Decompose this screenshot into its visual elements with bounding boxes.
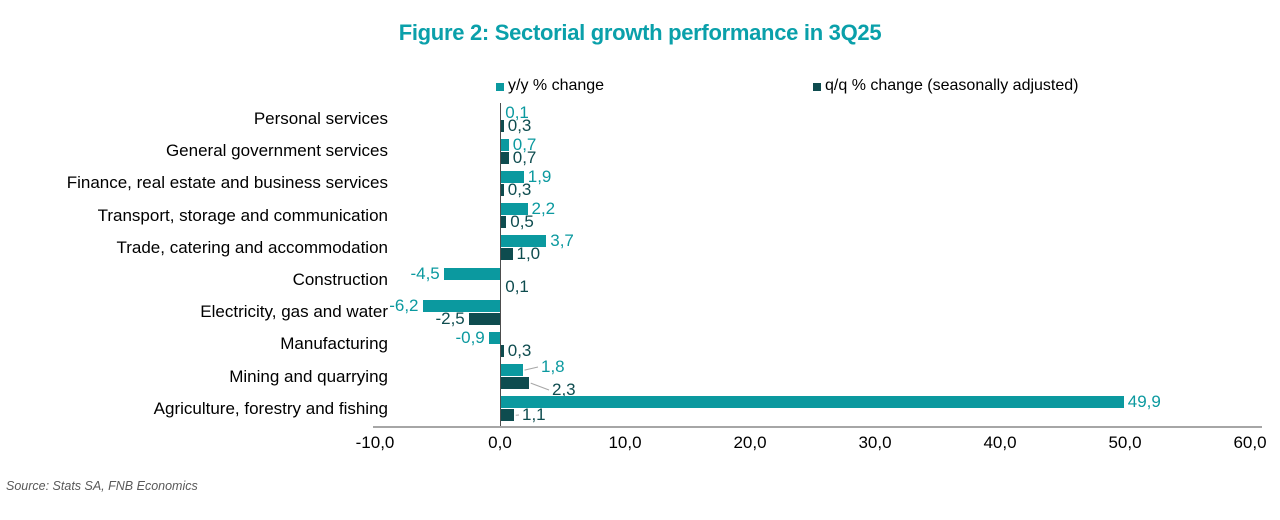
value-label: 0,3 [507, 179, 532, 199]
x-axis-tick-label: -10,0 [355, 433, 395, 452]
x-axis-tick-label: 0,0 [488, 433, 512, 452]
value-label: 2,3 [552, 380, 576, 399]
chart-title: Figure 2: Sectorial growth performance i… [398, 20, 882, 45]
bar-yy [488, 331, 500, 344]
leader-line [524, 366, 539, 371]
category-label: Finance, real estate and business servic… [66, 173, 388, 193]
legend-label-qq: q/q % change (seasonally adjusted) [825, 77, 1079, 94]
value-label: 0,1 [505, 102, 529, 122]
x-axis-tick-label: 50,0 [1108, 433, 1142, 452]
value-label: 0,5 [510, 212, 534, 232]
x-axis-tick-label: 20,0 [733, 433, 767, 452]
leader-line [530, 382, 550, 391]
value-label: 0,3 [507, 115, 532, 135]
bar-yy [500, 203, 528, 216]
category-label: Transport, storage and communication [97, 205, 388, 225]
value-label: 0,3 [507, 340, 532, 360]
x-axis-tick-label: 30,0 [858, 433, 892, 452]
x-axis-tick-label: 10,0 [608, 433, 642, 452]
bar-qq [500, 377, 529, 390]
category-label: Construction [292, 270, 388, 289]
zero-baseline [500, 103, 501, 426]
value-label: 3,7 [550, 231, 574, 251]
value-label: -0,9 [455, 327, 485, 347]
value-label: 1,1 [522, 405, 546, 424]
legend-item-qq: q/q % change (seasonally adjusted) [813, 77, 1079, 95]
bar-yy [443, 267, 500, 280]
legend-label-yy: y/y % change [508, 77, 605, 94]
value-label: -4,5 [410, 263, 440, 283]
bar-yy [422, 299, 500, 312]
bar-qq [500, 151, 509, 164]
value-label: 49,9 [1127, 392, 1161, 412]
bar-yy [500, 235, 547, 248]
source-note: Source: Stats SA, FNB Economics [6, 479, 198, 493]
category-label: Manufacturing [280, 334, 388, 354]
x-axis-tick-label: 60,0 [1233, 433, 1267, 452]
bar-yy [500, 170, 524, 183]
value-label: 0,1 [505, 276, 529, 296]
bar-qq [468, 312, 500, 325]
x-axis-tick-label: 40,0 [983, 433, 1017, 452]
value-label: 1,0 [516, 244, 541, 264]
value-label: -2,5 [435, 308, 465, 328]
value-label: 1,9 [527, 166, 552, 186]
legend-swatch-qq-icon [813, 82, 821, 91]
value-label: -6,2 [389, 295, 419, 315]
bar-qq [500, 216, 507, 229]
value-label: 1,8 [541, 357, 565, 376]
category-label: Mining and quarrying [229, 366, 388, 386]
category-label: General government services [165, 141, 388, 161]
category-label: Trade, catering and accommodation [116, 237, 388, 257]
x-axis-line [373, 426, 1262, 428]
category-label: Personal services [253, 109, 388, 128]
category-label: Agriculture, forestry and fishing [153, 398, 388, 418]
bar-qq [500, 248, 513, 261]
bar-qq [500, 119, 504, 132]
bar-yy [500, 138, 509, 151]
legend-item-yy: y/y % change [496, 77, 604, 95]
legend-swatch-yy-icon [496, 82, 504, 91]
bar-qq [500, 344, 504, 357]
category-label: Electricity, gas and water [200, 302, 388, 322]
value-label: 2,2 [531, 199, 556, 219]
bar-yy [500, 396, 1124, 409]
value-label: 0,7 [512, 134, 537, 154]
bar-qq [500, 409, 514, 422]
value-label: 0,7 [512, 147, 537, 167]
bar-qq [500, 183, 504, 196]
bar-yy [500, 364, 523, 377]
